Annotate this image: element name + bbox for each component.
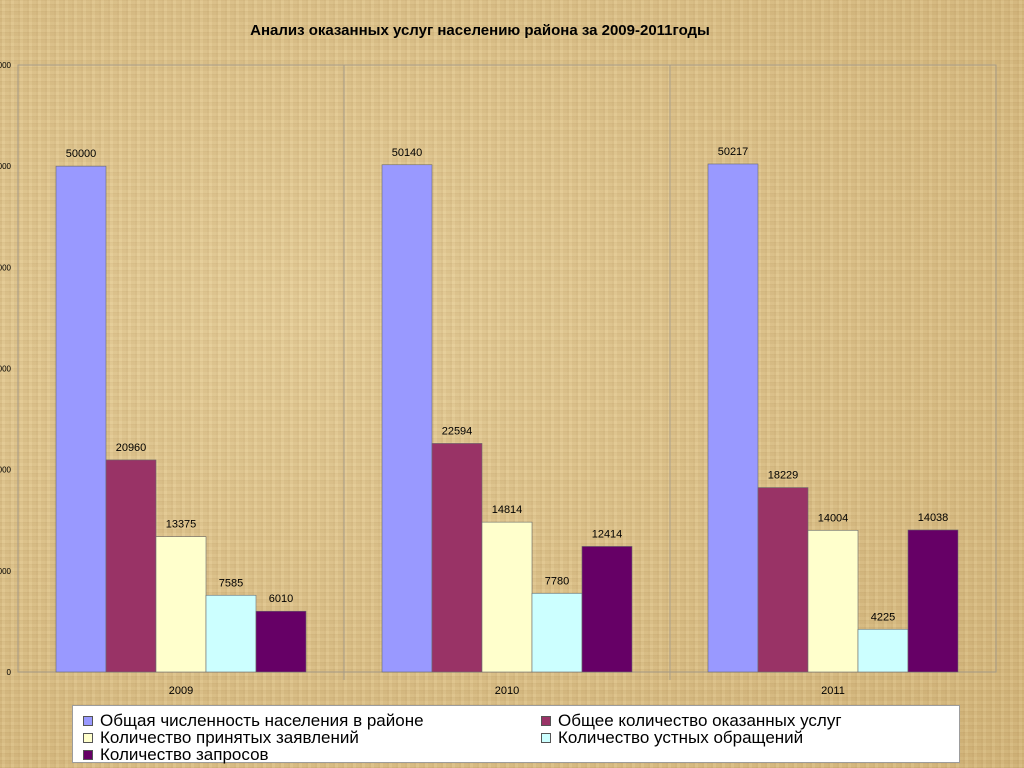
legend-item-applications: Количество принятых заявлений [83,729,359,746]
legend-swatch-population [83,715,93,726]
y-tick-label: 000 [0,365,12,374]
legend-item-services: Общее количество оказанных услуг [541,712,842,729]
legend-item-queries: Количество запросов [83,746,269,763]
y-tick-label: 000 [0,162,12,171]
data-label: 14038 [918,512,949,524]
y-tick-label: 000 [0,61,12,70]
data-label: 50140 [392,147,423,159]
bar [857,628,909,673]
data-label: 13375 [166,519,197,531]
data-label: 12414 [592,528,623,540]
chart-legend: Общая численность населения в районе Общ… [72,705,960,763]
legend-swatch-services [541,715,551,726]
y-tick-label: 000 [0,567,12,576]
x-tick-label: 2011 [821,685,845,697]
bar [807,530,859,673]
bar [205,594,257,673]
data-label: 14004 [818,512,849,524]
data-label: 4225 [871,611,895,623]
bar [707,163,759,673]
x-tick-label: 2010 [495,685,519,697]
y-tick-label: 0 [7,668,12,677]
bar [381,164,433,673]
bar [155,536,207,673]
data-label: 20960 [116,442,147,454]
data-label: 7780 [545,575,569,587]
bar [255,610,307,673]
legend-label-population: Общая численность населения в районе [100,711,424,730]
legend-item-population: Общая численность населения в районе [83,712,424,729]
bar [431,443,483,673]
legend-item-oral-requests: Количество устных обращений [541,729,803,746]
bar [55,165,107,673]
y-tick-label: 000 [0,466,12,475]
legend-swatch-applications [83,732,93,743]
x-tick-label: 2009 [169,685,193,697]
data-label: 22594 [442,425,473,437]
bar [907,529,959,673]
bar [481,521,533,673]
bar [531,592,583,673]
chart-title: Анализ оказанных услуг населению района … [250,22,710,39]
y-tick-label: 000 [0,263,12,272]
legend-label-applications: Количество принятых заявлений [100,728,359,747]
data-label: 6010 [269,593,293,605]
bar [757,487,809,673]
legend-label-oral-requests: Количество устных обращений [558,728,804,747]
legend-swatch-queries [83,749,93,760]
bar [581,546,633,673]
bar-chart: Анализ оказанных услуг населению района … [0,22,997,697]
data-label: 50217 [718,146,749,158]
data-label: 7585 [219,577,243,589]
data-label: 50000 [66,148,97,160]
legend-swatch-oral-requests [541,732,551,743]
legend-label-services: Общее количество оказанных услуг [558,711,842,730]
data-label: 14814 [492,504,523,516]
data-label: 18229 [768,470,799,482]
legend-label-queries: Количество запросов [100,745,269,764]
bar [105,459,157,673]
